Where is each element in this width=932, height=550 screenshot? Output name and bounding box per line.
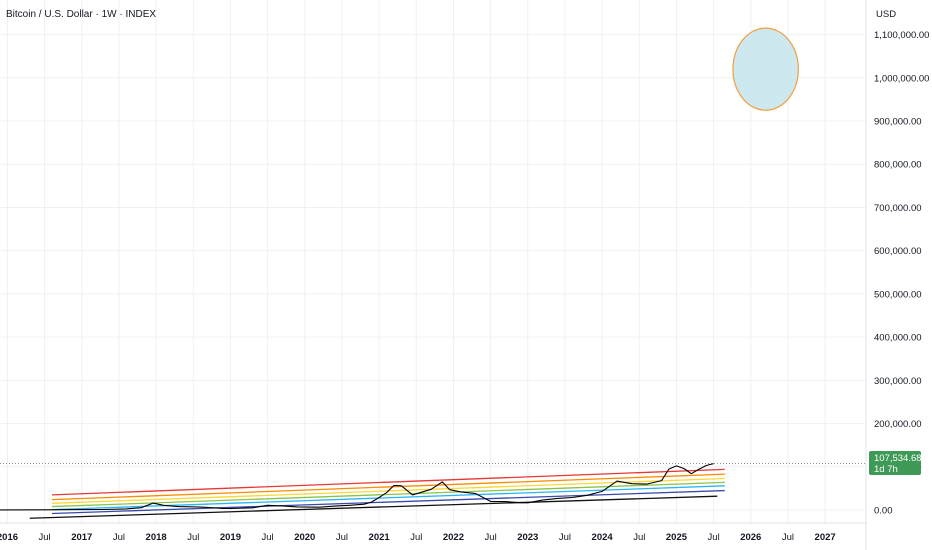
- x-tick-label: Jul: [633, 532, 645, 543]
- rainbow-band-line: [52, 481, 725, 508]
- x-tick-label: 2018: [146, 532, 167, 543]
- y-tick-label: 300,000.00: [874, 376, 922, 387]
- price-series-line: [0, 463, 714, 511]
- x-tick-label: Jul: [262, 532, 274, 543]
- x-tick-label: 2021: [369, 532, 391, 543]
- rainbow-bands: [29, 468, 725, 519]
- rainbow-band-line: [52, 489, 725, 515]
- rainbow-band-line: [52, 468, 725, 496]
- x-tick-label: 2016: [0, 532, 18, 543]
- x-tick-label: 2027: [815, 532, 836, 543]
- y-tick-label: 200,000.00: [874, 419, 922, 430]
- x-tick-label: 2023: [517, 532, 538, 543]
- y-tick-label: 1,100,000.00: [874, 30, 929, 41]
- x-tick-label: Jul: [336, 532, 348, 543]
- bar-countdown: 1d 7h: [874, 464, 898, 475]
- x-tick-label: 2024: [592, 532, 614, 543]
- last-price-badge: 107,534.68 1d 7h: [869, 451, 922, 475]
- x-tick-label: Jul: [708, 532, 720, 543]
- y-tick-label: 700,000.00: [874, 203, 922, 214]
- last-price-value: 107,534.68: [874, 453, 922, 464]
- rainbow-band-line: [52, 485, 725, 511]
- rainbow-base-line: [29, 495, 718, 519]
- x-tick-label: Jul: [187, 532, 199, 543]
- y-tick-label: 500,000.00: [874, 289, 922, 300]
- y-tick-label: 900,000.00: [874, 117, 922, 128]
- currency-label[interactable]: USD: [876, 9, 896, 20]
- x-tick-label: 2019: [220, 532, 241, 543]
- x-tick-label: Jul: [39, 532, 51, 543]
- last-price-badge-bg: [869, 451, 921, 475]
- time-axis[interactable]: 2016 Jul 2017 Jul 2018 Jul 2019 Jul 2020 Jul 2021 J…: [0, 532, 836, 543]
- y-tick-label: 600,000.00: [874, 246, 922, 257]
- y-tick-label: 1,000,000.00: [874, 73, 929, 84]
- price-axis[interactable]: 0.00100,000.00200,000.00300,000.00400,00…: [874, 30, 929, 516]
- x-tick-label: Jul: [410, 532, 422, 543]
- y-tick-label: 400,000.00: [874, 333, 922, 344]
- grid: [0, 0, 866, 523]
- price-series-layer: [0, 463, 866, 511]
- y-tick-label: 0.00: [874, 506, 893, 517]
- chart-title: Bitcoin / U.S. Dollar · 1W · INDEX: [6, 9, 156, 20]
- x-tick-label: Jul: [559, 532, 571, 543]
- x-tick-label: Jul: [113, 532, 125, 543]
- x-tick-label: 2017: [71, 532, 92, 543]
- y-tick-label: 800,000.00: [874, 160, 922, 171]
- x-tick-label: 2025: [666, 532, 688, 543]
- target-ellipse-layer: [732, 27, 799, 111]
- x-tick-label: Jul: [485, 532, 497, 543]
- x-tick-label: 2020: [294, 532, 315, 543]
- x-tick-label: Jul: [782, 532, 794, 543]
- x-tick-label: 2026: [740, 532, 761, 543]
- target-ellipse: [732, 27, 799, 111]
- rainbow-band-line: [52, 473, 725, 501]
- x-tick-label: 2022: [443, 532, 464, 543]
